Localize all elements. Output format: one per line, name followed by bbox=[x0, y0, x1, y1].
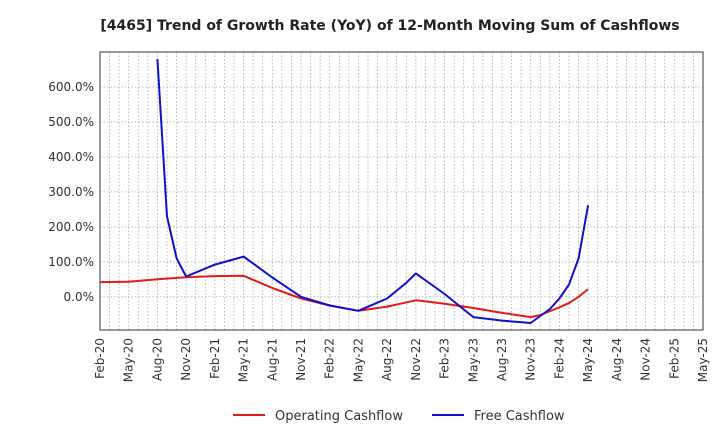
y-tick-label: 200.0% bbox=[48, 220, 94, 234]
y-tick-label: 300.0% bbox=[48, 185, 94, 199]
y-tick-label: 400.0% bbox=[48, 150, 94, 164]
x-tick-label: Aug-23 bbox=[495, 338, 509, 381]
x-tick-label: Feb-22 bbox=[323, 338, 337, 379]
x-tick-label: Aug-20 bbox=[150, 338, 164, 381]
y-tick-label: 500.0% bbox=[48, 115, 94, 129]
series-line-1 bbox=[156, 58, 590, 324]
x-tick-label: Feb-21 bbox=[208, 338, 222, 379]
x-tick-label: Feb-25 bbox=[667, 338, 681, 379]
x-tick-label: Aug-24 bbox=[610, 338, 624, 381]
legend-label-1: Free Cashflow bbox=[474, 409, 565, 424]
legend-label-0: Operating Cashflow bbox=[275, 409, 403, 424]
x-tick-label: May-25 bbox=[696, 338, 710, 382]
x-tick-label: Nov-22 bbox=[409, 338, 423, 381]
plot-frame bbox=[99, 51, 704, 331]
x-tick-label: Feb-24 bbox=[552, 338, 566, 379]
x-tick-label: May-24 bbox=[581, 338, 595, 382]
legend: Operating Cashflow Free Cashflow bbox=[233, 409, 565, 424]
x-tick-label: May-23 bbox=[466, 338, 480, 382]
x-tick-label: Feb-20 bbox=[93, 338, 107, 379]
x-tick-label: Nov-20 bbox=[179, 338, 193, 381]
x-tick-label: Nov-24 bbox=[639, 338, 653, 381]
y-tick-label: 100.0% bbox=[48, 255, 94, 269]
x-tick-label: Feb-23 bbox=[438, 338, 452, 379]
x-tick-label: Nov-23 bbox=[524, 338, 538, 381]
x-tick-label: Nov-21 bbox=[294, 338, 308, 381]
chart-title: [4465] Trend of Growth Rate (YoY) of 12-… bbox=[100, 18, 679, 34]
plot-area: 0.0% 100.0% 200.0% 300.0% 400.0% 500.0% 600.0%… bbox=[48, 51, 710, 382]
series-line-0 bbox=[99, 274, 589, 319]
x-tick-label: May-20 bbox=[122, 338, 136, 382]
y-tick-label: 600.0% bbox=[48, 80, 94, 94]
x-tick-label: May-22 bbox=[351, 338, 365, 382]
x-tick-label: May-21 bbox=[237, 338, 251, 382]
x-tick-label: Aug-22 bbox=[380, 338, 394, 381]
y-tick-label: 0.0% bbox=[64, 290, 95, 304]
x-tick-label: Aug-21 bbox=[265, 338, 279, 381]
